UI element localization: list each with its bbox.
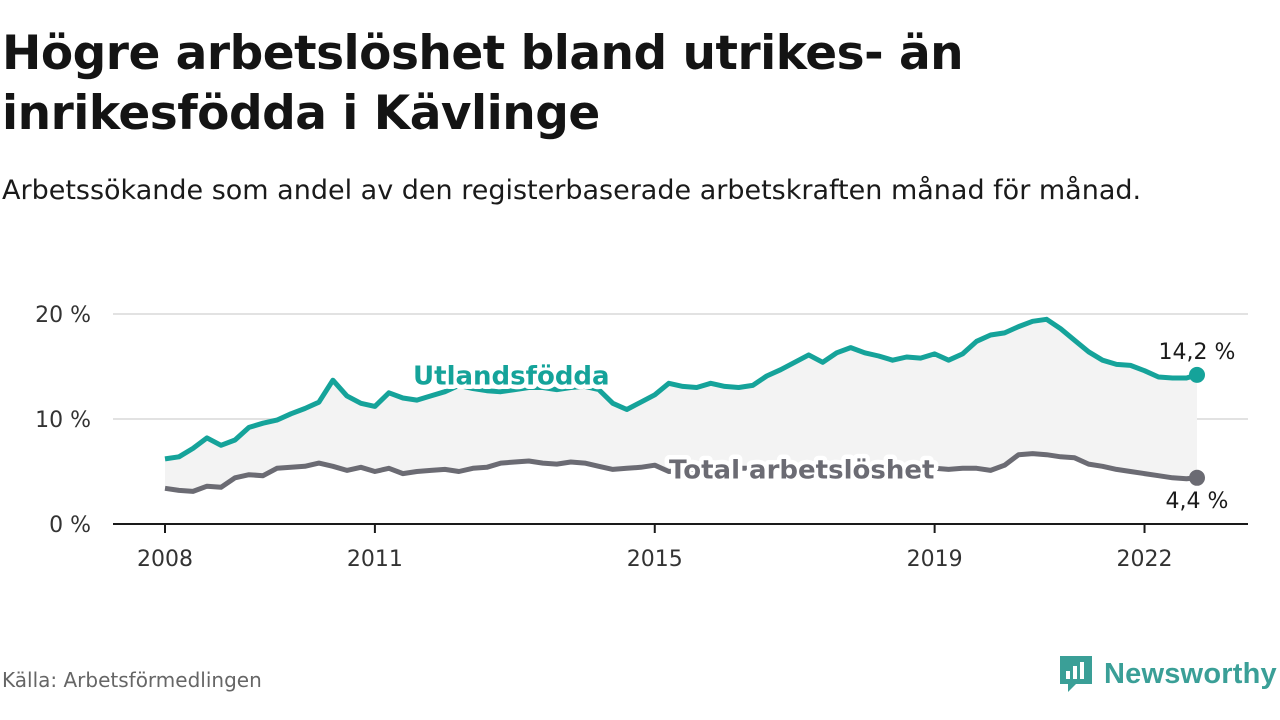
x-tick-label: 2015 — [627, 547, 683, 572]
gap-band-area — [165, 319, 1197, 492]
end-label-utlandsfodda: 14,2 % — [1159, 340, 1236, 365]
series-label-utlandsfodda: Utlandsfödda — [413, 362, 610, 392]
brand-name: Newsworthy — [1104, 657, 1277, 690]
series-labels: 14,2 % 4,4 % Utlandsfödda Total arbetslöshe… — [409, 340, 1236, 514]
series-label-total: Total arbetslöshet — [669, 455, 934, 485]
x-tick-label: 2011 — [347, 547, 403, 572]
x-tick-label: 2019 — [907, 547, 963, 572]
end-marker-utlandsfodda — [1189, 366, 1205, 383]
newsworthy-logo-icon — [1060, 656, 1092, 692]
y-tick-label: 20 % — [35, 303, 91, 328]
brand-logo[interactable]: Newsworthy — [1058, 652, 1277, 696]
y-tick-label: 10 % — [35, 408, 91, 433]
line-chart: 0 % 10 % 20 % 2008 2011 2015 2019 2022 14,2 % 4,… — [35, 303, 1248, 572]
chart-subtitle: Arbetssökande som andel av den registerb… — [2, 175, 1142, 206]
axes: 0 % 10 % 20 % 2008 2011 2015 2019 2022 — [35, 303, 1248, 572]
end-marker-total — [1189, 469, 1205, 486]
series-line-utlandsfodda — [164, 316, 1198, 462]
chart-title: Högre arbetslöshet bland utrikes- än inr… — [2, 26, 964, 141]
x-tick-label: 2008 — [137, 547, 193, 572]
x-tick-label: 2022 — [1117, 547, 1173, 572]
series-line-total — [164, 451, 1198, 494]
source-note: Källa: Arbetsförmedlingen — [2, 668, 262, 692]
end-label-total: 4,4 % — [1166, 489, 1229, 514]
y-tick-label: 0 % — [49, 513, 91, 538]
